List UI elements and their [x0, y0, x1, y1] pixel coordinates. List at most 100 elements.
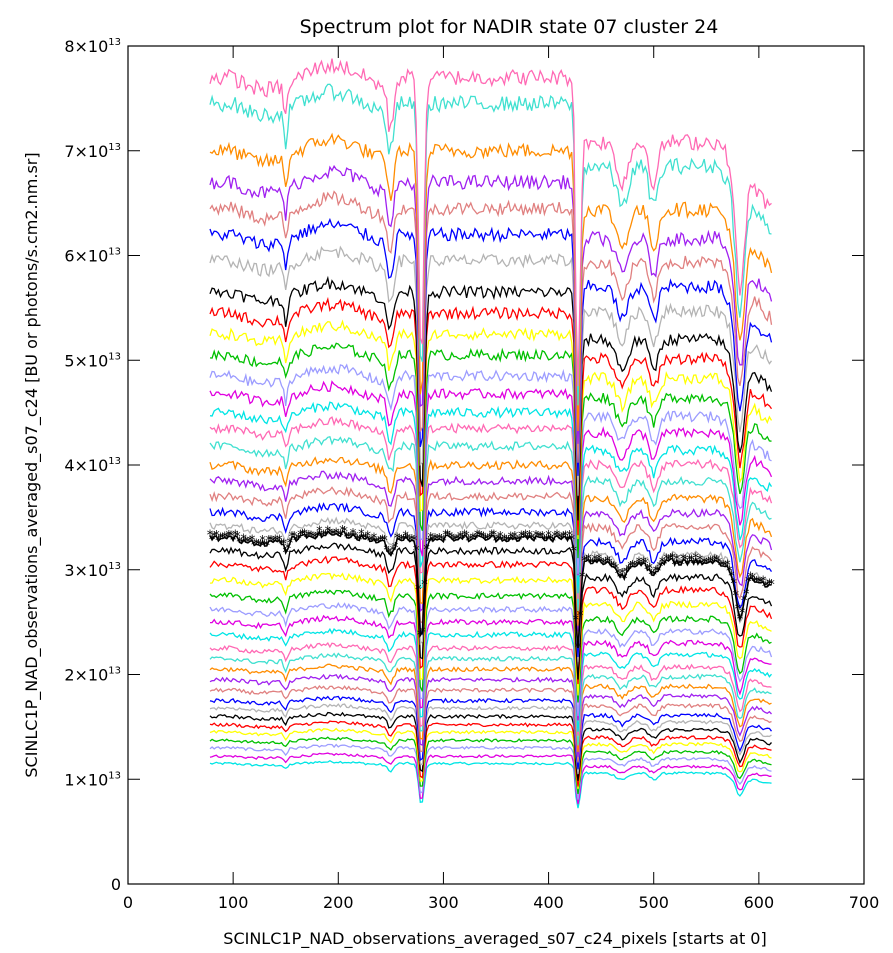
star-marker: *: [402, 529, 409, 544]
star-marker: *: [743, 587, 750, 602]
spectrum-series-line: [209, 363, 772, 574]
star-marker: *: [545, 529, 552, 544]
star-marker: *: [310, 531, 317, 546]
star-marker: *: [766, 578, 773, 593]
star-marker: *: [608, 560, 615, 575]
star-marker: *: [587, 556, 594, 571]
spectrum-series-line: [209, 602, 773, 717]
star-marker: *: [453, 533, 460, 548]
star-marker: *: [627, 560, 634, 575]
series-layer: ****************************************…: [207, 58, 775, 809]
star-marker: *: [695, 557, 702, 572]
star-marker: *: [550, 535, 557, 550]
star-marker: *: [289, 530, 296, 545]
star-marker: *: [653, 565, 660, 580]
star-marker: *: [497, 530, 504, 545]
y-tick-label: 2×1013: [64, 666, 121, 685]
star-marker: *: [581, 555, 588, 570]
star-marker: *: [747, 570, 754, 585]
star-marker: *: [676, 558, 683, 573]
star-marker: *: [331, 528, 338, 543]
star-marker: *: [562, 530, 569, 545]
star-marker: *: [634, 558, 641, 573]
star-marker: *: [398, 534, 405, 549]
star-marker: *: [524, 532, 531, 547]
star-marker: *: [625, 563, 632, 578]
star-marker: *: [760, 575, 767, 590]
spectrum-series-line: [209, 516, 772, 662]
star-marker: *: [278, 537, 285, 552]
star-marker: *: [472, 532, 479, 547]
star-marker: *: [667, 552, 674, 567]
star-marker: *: [341, 525, 348, 540]
star-marker: *: [417, 628, 424, 643]
star-marker: *: [762, 580, 769, 595]
axis-layer: 0 100 200 300 400 500 600 700 0 1×1013 2×1013 3×101…: [64, 37, 879, 912]
star-marker: *: [547, 533, 554, 548]
star-marker: *: [585, 552, 592, 567]
star-marker: *: [299, 528, 306, 543]
star-marker: *: [638, 559, 645, 574]
star-marker: *: [209, 533, 216, 548]
y-tick-label: 7×1013: [64, 142, 121, 161]
star-marker: *: [221, 531, 228, 546]
star-marker: *: [425, 536, 432, 551]
star-marker: *: [293, 534, 300, 549]
star-marker: *: [602, 557, 609, 572]
y-axis-label: SCINLC1P_NAD_observations_averaged_s07_c…: [22, 152, 42, 777]
star-marker: *: [684, 558, 691, 573]
star-marker: *: [682, 554, 689, 569]
star-marker: *: [632, 560, 639, 575]
star-marker: *: [419, 625, 426, 640]
plot-frame: [127, 45, 865, 885]
y-tick-label: 4×1013: [64, 456, 121, 475]
star-marker: *: [493, 535, 500, 550]
star-marker: *: [264, 539, 271, 554]
star-marker: *: [436, 532, 443, 547]
star-marker: *: [446, 530, 453, 545]
star-marker: *: [386, 546, 393, 561]
star-marker: *: [577, 609, 584, 624]
y-tick-label: 0: [111, 875, 121, 894]
star-marker: *: [457, 530, 464, 545]
star-marker: *: [495, 533, 502, 548]
star-marker: *: [312, 532, 319, 547]
spectrum-series-line: [209, 642, 772, 736]
star-marker: *: [335, 528, 342, 543]
star-marker: *: [413, 544, 420, 559]
star-marker: *: [613, 562, 620, 577]
star-marker: *: [512, 530, 519, 545]
star-marker: *: [238, 536, 245, 551]
star-marker: *: [276, 533, 283, 548]
star-marker: *: [596, 552, 603, 567]
star-marker: *: [589, 556, 596, 571]
star-marker: *: [285, 542, 292, 557]
star-marker: *: [274, 535, 281, 550]
y-tick-label: 1×1013: [64, 770, 121, 789]
spectrum-series-line: [209, 342, 772, 559]
star-marker: *: [295, 532, 302, 547]
star-marker: *: [514, 534, 521, 549]
star-marker: *: [686, 554, 693, 569]
spectrum-series-line: [209, 58, 772, 387]
star-marker: *: [306, 529, 313, 544]
star-marker: *: [735, 602, 742, 617]
spectrum-series-line: [209, 296, 773, 536]
star-marker: *: [680, 552, 687, 567]
star-marker: *: [579, 571, 586, 586]
star-marker: *: [724, 559, 731, 574]
star-marker: *: [316, 524, 323, 539]
spectrum-series-line: [209, 319, 773, 540]
star-marker: *: [665, 554, 672, 569]
star-marker: *: [484, 532, 491, 547]
star-marker: *: [266, 534, 273, 549]
star-marker: *: [325, 524, 332, 539]
star-marker: *: [657, 560, 664, 575]
star-marker: *: [245, 536, 252, 551]
star-marker: *: [768, 578, 775, 593]
star-marker: *: [251, 538, 258, 553]
star-marker: *: [718, 559, 725, 574]
star-marker: *: [354, 533, 361, 548]
star-marker: *: [287, 536, 294, 551]
spectrum-series-line: [209, 673, 772, 758]
